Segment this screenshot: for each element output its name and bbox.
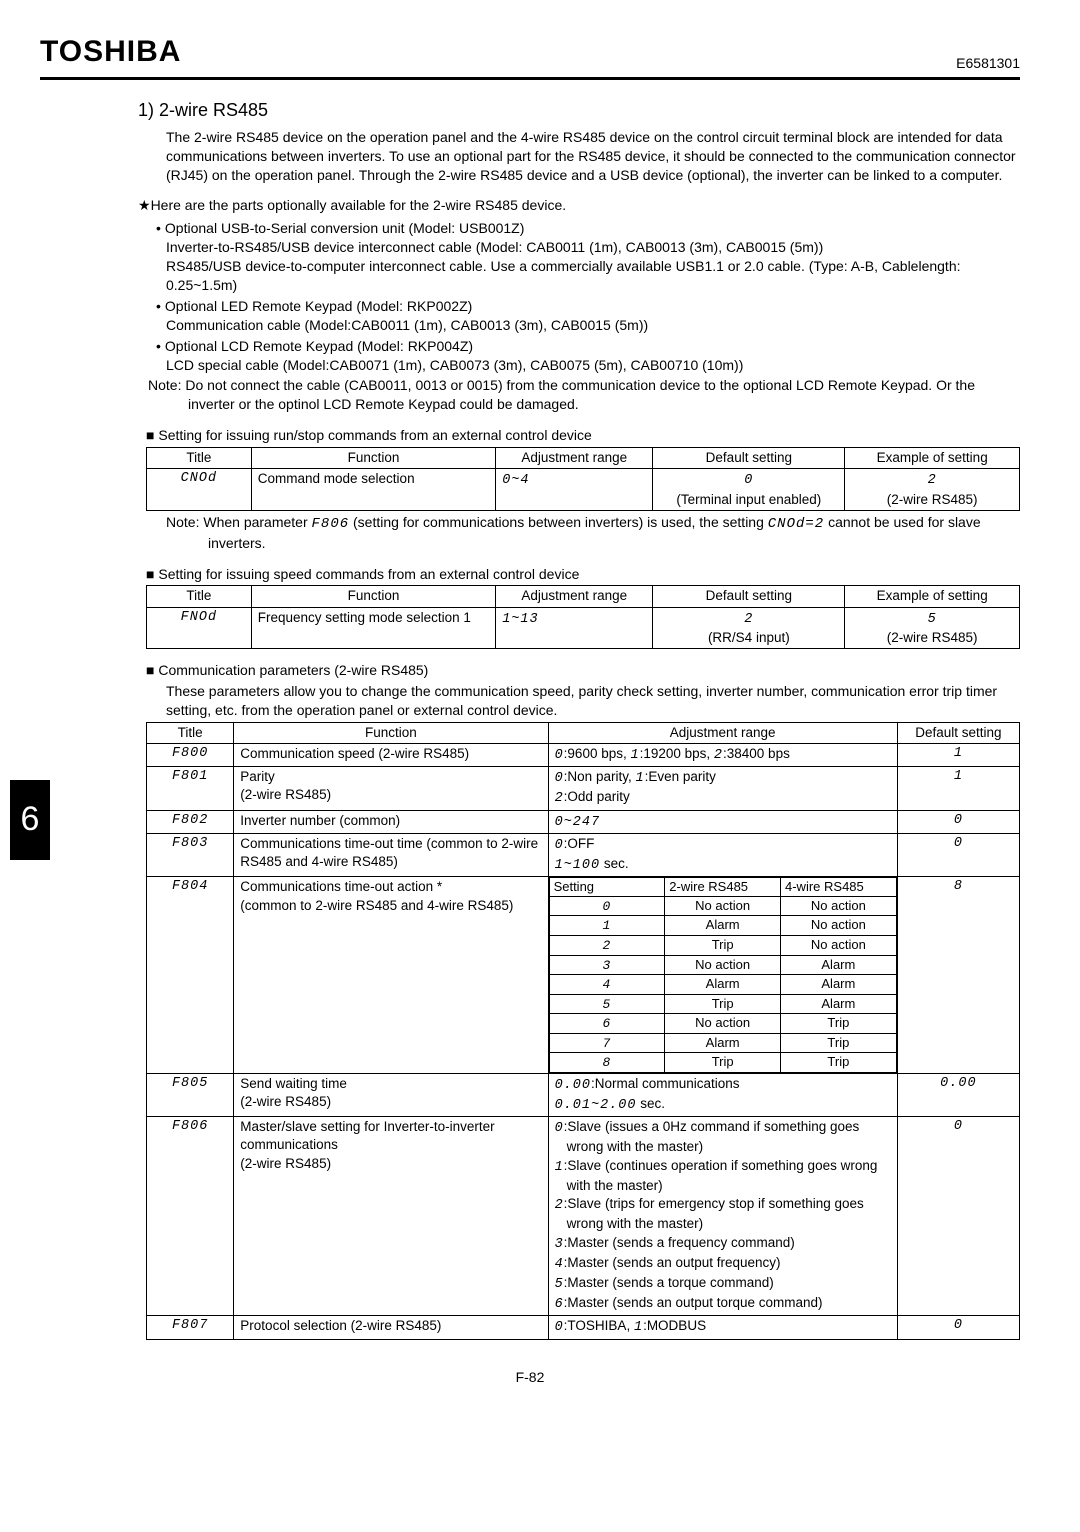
table-comm-params: Title Function Adjustment range Default … bbox=[146, 722, 1020, 1340]
bullet-usb-sub2: RS485/USB device-to-computer interconnec… bbox=[156, 257, 1020, 295]
param-title: F803 bbox=[147, 833, 234, 876]
bullet-lcd-sub: LCD special cable (Model:CAB0071 (1m), C… bbox=[156, 356, 1020, 375]
t3-col-title: Title bbox=[147, 722, 234, 743]
t2-col-example: Example of setting bbox=[845, 586, 1020, 607]
param-function: Master/slave setting for Inverter-to-inv… bbox=[234, 1117, 548, 1316]
param-function: Communications time-out time (common to … bbox=[234, 833, 548, 876]
t3-col-range: Adjustment range bbox=[548, 722, 897, 743]
t1-col-range: Adjustment range bbox=[496, 448, 653, 469]
param-function: Parity (2-wire RS485) bbox=[234, 767, 548, 810]
parts-intro: Here are the parts optionally available … bbox=[138, 196, 1020, 215]
t3-col-default: Default setting bbox=[897, 722, 1019, 743]
table-row: F807Protocol selection (2-wire RS485)0:T… bbox=[147, 1316, 1020, 1339]
page-number: F-82 bbox=[40, 1368, 1020, 1387]
table-row: F805Send waiting time (2-wire RS485)0.00… bbox=[147, 1073, 1020, 1116]
bullet-led-sub: Communication cable (Model:CAB0011 (1m),… bbox=[156, 316, 1020, 335]
t1-col-function: Function bbox=[251, 448, 495, 469]
param-title: F804 bbox=[147, 877, 234, 1073]
param-title: F807 bbox=[147, 1316, 234, 1339]
param-function: Communication speed (2-wire RS485) bbox=[234, 744, 548, 767]
t2-col-range: Adjustment range bbox=[496, 586, 653, 607]
table-row: F800Communication speed (2-wire RS485)0:… bbox=[147, 744, 1020, 767]
heading-speed: Setting for issuing speed commands from … bbox=[146, 565, 1020, 584]
param-default: 1 bbox=[897, 767, 1019, 810]
bullet-usb-sub1: Inverter-to-RS485/USB device interconnec… bbox=[156, 238, 1020, 257]
bullet-group-3: Optional LCD Remote Keypad (Model: RKP00… bbox=[156, 337, 1020, 375]
param-range: Setting2-wire RS4854-wire RS4850No actio… bbox=[548, 877, 897, 1073]
param-range: 0:Slave (issues a 0Hz command if somethi… bbox=[548, 1117, 897, 1316]
table-row: F803Communications time-out time (common… bbox=[147, 833, 1020, 876]
t1-default-val: 0(Terminal input enabled) bbox=[653, 469, 845, 510]
t1-col-title: Title bbox=[147, 448, 252, 469]
t3-col-function: Function bbox=[234, 722, 548, 743]
param-title: F806 bbox=[147, 1117, 234, 1316]
table-row: F802Inverter number (common)0~2470 bbox=[147, 810, 1020, 833]
param-range: 0:TOSHIBA, 1:MODBUS bbox=[548, 1316, 897, 1339]
bullet-usb: Optional USB-to-Serial conversion unit (… bbox=[156, 219, 1020, 238]
table-row: F806Master/slave setting for Inverter-to… bbox=[147, 1117, 1020, 1316]
note-cable: Note: Do not connect the cable (CAB0011,… bbox=[148, 376, 1020, 414]
param-default: 0 bbox=[897, 1316, 1019, 1339]
param-range: 0~247 bbox=[548, 810, 897, 833]
param-default: 0 bbox=[897, 810, 1019, 833]
t1-title-val: CNOd bbox=[147, 469, 252, 510]
table-run-stop: Title Function Adjustment range Default … bbox=[146, 447, 1020, 511]
bullet-group-1: Optional USB-to-Serial conversion unit (… bbox=[156, 219, 1020, 295]
brand-logo: TOSHIBA bbox=[40, 32, 181, 73]
t2-col-title: Title bbox=[147, 586, 252, 607]
heading-comm-params: Communication parameters (2-wire RS485) bbox=[146, 661, 1020, 680]
table-row: F804Communications time-out action * (co… bbox=[147, 877, 1020, 1073]
intro-paragraph: The 2-wire RS485 device on the operation… bbox=[166, 128, 1020, 185]
param-default: 0 bbox=[897, 833, 1019, 876]
param-title: F802 bbox=[147, 810, 234, 833]
param-function: Send waiting time (2-wire RS485) bbox=[234, 1073, 548, 1116]
param-function: Inverter number (common) bbox=[234, 810, 548, 833]
document-id: E6581301 bbox=[956, 54, 1020, 73]
chapter-tab: 6 bbox=[10, 780, 50, 860]
table-speed: Title Function Adjustment range Default … bbox=[146, 585, 1020, 649]
param-title: F800 bbox=[147, 744, 234, 767]
section-heading: 1) 2-wire RS485 bbox=[138, 98, 1020, 122]
t2-default-val: 2(RR/S4 input) bbox=[653, 607, 845, 648]
bullet-led: Optional LED Remote Keypad (Model: RKP00… bbox=[156, 297, 1020, 316]
t2-col-default: Default setting bbox=[653, 586, 845, 607]
param-title: F805 bbox=[147, 1073, 234, 1116]
heading-run-stop: Setting for issuing run/stop commands fr… bbox=[146, 426, 1020, 445]
param-range: 0:Non parity, 1:Even parity 2:Odd parity bbox=[548, 767, 897, 810]
t2-range-val: 1~13 bbox=[496, 607, 653, 648]
t1-example-val: 2(2-wire RS485) bbox=[845, 469, 1020, 510]
param-title: F801 bbox=[147, 767, 234, 810]
t1-col-example: Example of setting bbox=[845, 448, 1020, 469]
param-default: 8 bbox=[897, 877, 1019, 1073]
t1-col-default: Default setting bbox=[653, 448, 845, 469]
t1-function-val: Command mode selection bbox=[251, 469, 495, 510]
bullet-group-2: Optional LED Remote Keypad (Model: RKP00… bbox=[156, 297, 1020, 335]
param-function: Protocol selection (2-wire RS485) bbox=[234, 1316, 548, 1339]
param-default: 1 bbox=[897, 744, 1019, 767]
param-range: 0.00:Normal communications 0.01~2.00 sec… bbox=[548, 1073, 897, 1116]
t2-col-function: Function bbox=[251, 586, 495, 607]
page-header: TOSHIBA E6581301 bbox=[40, 32, 1020, 80]
param-function: Communications time-out action * (common… bbox=[234, 877, 548, 1073]
t1-range-val: 0~4 bbox=[496, 469, 653, 510]
table-row: F801Parity (2-wire RS485)0:Non parity, 1… bbox=[147, 767, 1020, 810]
note-t1: Note: When parameter F806 (setting for c… bbox=[166, 513, 1020, 553]
param-range: 0:9600 bps, 1:19200 bps, 2:38400 bps bbox=[548, 744, 897, 767]
t2-example-val: 5(2-wire RS485) bbox=[845, 607, 1020, 648]
content-area: 1) 2-wire RS485 The 2-wire RS485 device … bbox=[146, 98, 1020, 1340]
param-range: 0:OFF 1~100 sec. bbox=[548, 833, 897, 876]
bullet-lcd: Optional LCD Remote Keypad (Model: RKP00… bbox=[156, 337, 1020, 356]
t2-function-val: Frequency setting mode selection 1 bbox=[251, 607, 495, 648]
param-default: 0.00 bbox=[897, 1073, 1019, 1116]
comm-params-desc: These parameters allow you to change the… bbox=[166, 682, 1020, 720]
param-default: 0 bbox=[897, 1117, 1019, 1316]
t2-title-val: FNOd bbox=[147, 607, 252, 648]
parts-intro-text: Here are the parts optionally available … bbox=[151, 197, 567, 213]
